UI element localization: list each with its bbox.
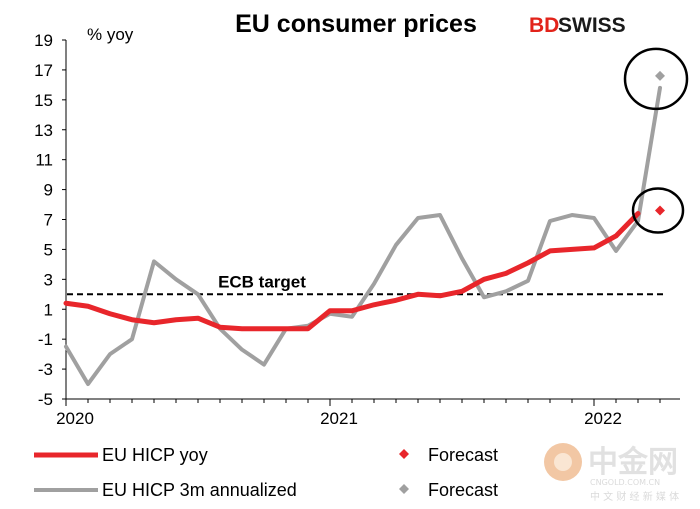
series-line-hicp-3m-annualized [64, 85, 662, 387]
y-tick-label: 1 [44, 300, 53, 319]
y-tick-label: -5 [38, 390, 53, 409]
legend: EU HICP yoy Forecast EU HICP 3m annualized… [34, 445, 498, 500]
annotation-circle-yoy [631, 187, 685, 234]
watermark-emblem-inner [554, 453, 572, 471]
logo-swiss: SWISS [558, 14, 626, 37]
legend-label: EU HICP yoy [102, 445, 208, 465]
x-tick-label: 2020 [56, 409, 94, 428]
y-tick-label: 3 [44, 270, 53, 289]
ecb-target-label: ECB target [218, 272, 306, 291]
x-ticks: 2020 2021 2022 [56, 399, 661, 428]
watermark-subtitle: 中 文 财 经 新 媒 体 [590, 490, 679, 503]
legend-label: Forecast [428, 445, 498, 465]
y-tick-label: 13 [34, 121, 53, 140]
y-tick-label: 9 [44, 181, 53, 200]
legend-forecast-marker-yoy [399, 449, 409, 459]
cngold-watermark: 中金网 CNGOLD.COM.CN 中 文 财 经 新 媒 体 [544, 443, 679, 503]
watermark-title: 中金网 [588, 445, 678, 480]
y-tick-label: 15 [34, 91, 53, 110]
x-tick-label: 2021 [320, 409, 358, 428]
y-tick-label: 11 [35, 151, 53, 170]
y-axis-label: % yoy [87, 25, 134, 44]
annotation-circle-3m [623, 47, 689, 111]
watermark-url: CNGOLD.COM.CN [590, 478, 660, 487]
series-group [63, 47, 689, 387]
y-tick-label: -1 [38, 330, 53, 349]
series-line-hicp-yoy [63, 211, 641, 332]
y-tick-label: -3 [38, 360, 53, 379]
logo-bd: BD [529, 14, 559, 37]
legend-forecast-marker-3m [399, 484, 409, 494]
bdswiss-logo: BD SWISS [529, 14, 626, 37]
y-tick-label: 7 [44, 211, 53, 230]
y-tick-label: 17 [34, 61, 53, 80]
x-tick-label: 2022 [584, 409, 622, 428]
legend-label: Forecast [428, 480, 498, 500]
legend-label: EU HICP 3m annualized [102, 480, 297, 500]
y-ticks: 19 17 15 13 11 9 7 5 3 1 -1 -3 -5 [34, 31, 66, 409]
chart-title: EU consumer prices [235, 10, 477, 38]
y-tick-label: 5 [44, 240, 53, 259]
forecast-marker-hicp-yoy [655, 205, 665, 216]
forecast-marker-hicp-3m-annualized [655, 70, 665, 81]
y-tick-label: 19 [34, 31, 53, 50]
